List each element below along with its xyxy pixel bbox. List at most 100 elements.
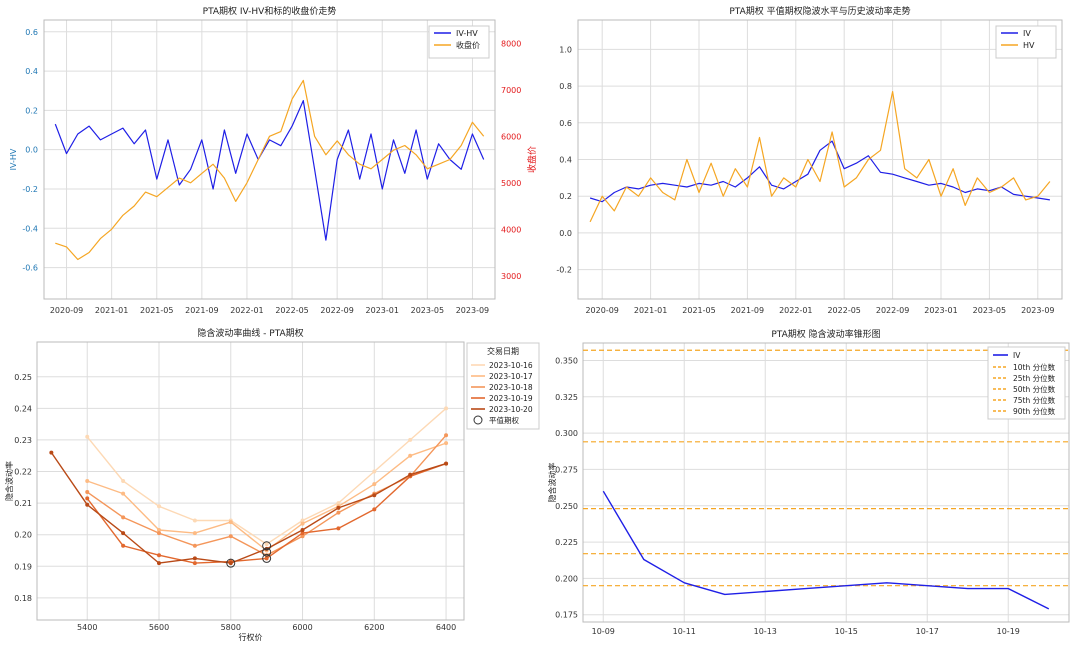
- c3-series-point: [372, 493, 377, 498]
- c3-legend-label: 2023-10-20: [489, 405, 533, 414]
- c2-y-tick-label: 0.4: [559, 156, 572, 165]
- c1-x-tick-label: 2023-05: [411, 306, 444, 315]
- c2-y-tick-label: 0.6: [559, 119, 572, 128]
- c4-title: PTA期权 隐含波动率锥形图: [771, 328, 880, 340]
- c2-x-tick-label: 2022-09: [876, 306, 909, 315]
- c3-series-line-0: [86, 407, 447, 545]
- c3-x-axis-label: 行权价: [239, 632, 263, 642]
- c4-legend-label: 25th 分位数: [1013, 373, 1056, 383]
- c1-legend-box: [428, 25, 490, 59]
- c3-series-point: [300, 534, 305, 539]
- c3-series-point: [444, 406, 449, 411]
- c3-series-point: [444, 461, 449, 466]
- c3-y-tick-label: 0.25: [14, 373, 32, 382]
- c3-x-tick-label: 6000: [292, 623, 312, 632]
- c4-legend-label: 10th 分位数: [1013, 362, 1056, 372]
- c4-x-tick-label: 10-15: [835, 627, 858, 636]
- c3-series-point: [264, 556, 269, 561]
- c3-series-point: [85, 496, 90, 501]
- c3-atm-marker: [226, 558, 236, 568]
- c3-series-point: [408, 437, 413, 442]
- c3-series-point: [157, 561, 161, 566]
- c2-x-tick-label: 2021-01: [634, 306, 667, 315]
- c3-series-point: [85, 490, 90, 495]
- c3-series-point: [336, 526, 341, 531]
- c3-x-tick-label: 6200: [364, 623, 384, 632]
- c3-x-tick-label: 5600: [149, 623, 169, 632]
- c3-y-tick-label: 0.23: [14, 436, 32, 445]
- c3-series-point: [372, 482, 377, 487]
- c3-series-point: [192, 518, 197, 523]
- c4-y-tick-label: 0.175: [555, 611, 578, 620]
- c3-series-point: [85, 434, 90, 439]
- c4-x-tick-label: 10-11: [673, 627, 696, 636]
- c2-x-tick-label: 2021-05: [682, 306, 715, 315]
- c3-y-tick-label: 0.24: [14, 404, 32, 413]
- c3-series-point: [300, 531, 305, 536]
- c1-y2-tick-label: 3000: [501, 272, 521, 281]
- c3-series-point: [157, 527, 161, 532]
- c3-series-point: [264, 542, 269, 547]
- c4-x-tick-label: 10-09: [592, 627, 615, 636]
- c4-y-tick-label: 0.275: [555, 465, 578, 474]
- c3-y-tick-label: 0.19: [14, 562, 32, 571]
- c3-series-point: [408, 453, 413, 458]
- c3-series-line-2: [86, 434, 447, 556]
- c1-y2-tick-label: 8000: [501, 39, 521, 48]
- c3-series-point: [408, 472, 413, 477]
- c2-x-tick-label: 2021-09: [731, 306, 764, 315]
- c2-x-tick-label: 2023-05: [973, 306, 1006, 315]
- c3-series-point: [192, 531, 197, 536]
- c3-legend-atm-label: 平值期权: [489, 415, 519, 425]
- c3-series-point: [444, 441, 449, 446]
- c3-series-point: [336, 505, 341, 510]
- c1-legend-label: IV-HV: [456, 29, 478, 38]
- c3-series-point: [192, 556, 197, 561]
- c2-x-tick-label: 2023-01: [924, 306, 957, 315]
- c4-y-tick-label: 0.250: [555, 502, 578, 511]
- c1-x-tick-label: 2021-09: [185, 306, 218, 315]
- c3-frame: [36, 341, 465, 621]
- c3-legend-title: 交易日期: [487, 346, 519, 356]
- c3-legend-label: 2023-10-16: [489, 361, 533, 370]
- c2-title: PTA期权 平值期权隐波水平与历史波动率走势: [729, 5, 910, 17]
- c4-y-axis-label: 隐含波动率: [547, 463, 557, 503]
- c1-y2-axis-label: 收盘价: [526, 146, 538, 173]
- c3-series-point: [444, 433, 449, 438]
- c4-x-tick-label: 10-19: [997, 627, 1020, 636]
- c2-y-tick-label: 0.0: [559, 229, 572, 238]
- c2-x-tick-label: 2023-09: [1021, 306, 1054, 315]
- c2-y-tick-label: 0.8: [559, 82, 572, 91]
- c3-series-point: [121, 531, 126, 536]
- c3-series-point: [300, 527, 305, 532]
- c4-y-tick-label: 0.300: [555, 429, 578, 438]
- c3-series-point: [121, 515, 126, 520]
- c4-x-tick-label: 10-17: [916, 627, 939, 636]
- c1-x-tick-label: 2022-09: [320, 306, 353, 315]
- c3-x-tick-label: 5400: [77, 623, 97, 632]
- c3-series-point: [228, 520, 233, 525]
- c2-y-tick-label: 1.0: [559, 45, 572, 54]
- c2-frame: [577, 19, 1063, 300]
- c3-series-point: [157, 531, 161, 536]
- c3-y-tick-label: 0.18: [14, 594, 32, 603]
- c2-x-tick-label: 2022-01: [779, 306, 812, 315]
- c2-legend-label: IV: [1023, 29, 1031, 38]
- c1-frame: [43, 19, 496, 300]
- c3-series-point: [336, 510, 341, 515]
- c1-y2-tick-label: 5000: [501, 179, 521, 188]
- c2-legend-label: HV: [1023, 41, 1035, 50]
- c3-series-point: [121, 543, 126, 548]
- c1-y2-tick-label: 7000: [501, 86, 521, 95]
- c3-series-point: [192, 561, 197, 566]
- c3-y-tick-label: 0.20: [14, 531, 32, 540]
- c1-series-line-1: [55, 79, 485, 261]
- c3-atm-marker: [262, 553, 272, 563]
- c4-frame: [582, 342, 1070, 623]
- c1-x-tick-label: 2022-01: [230, 306, 263, 315]
- c1-legend-label: 收盘价: [456, 40, 480, 50]
- c3-x-tick-label: 6400: [436, 623, 456, 632]
- c3-y-tick-label: 0.21: [14, 499, 32, 508]
